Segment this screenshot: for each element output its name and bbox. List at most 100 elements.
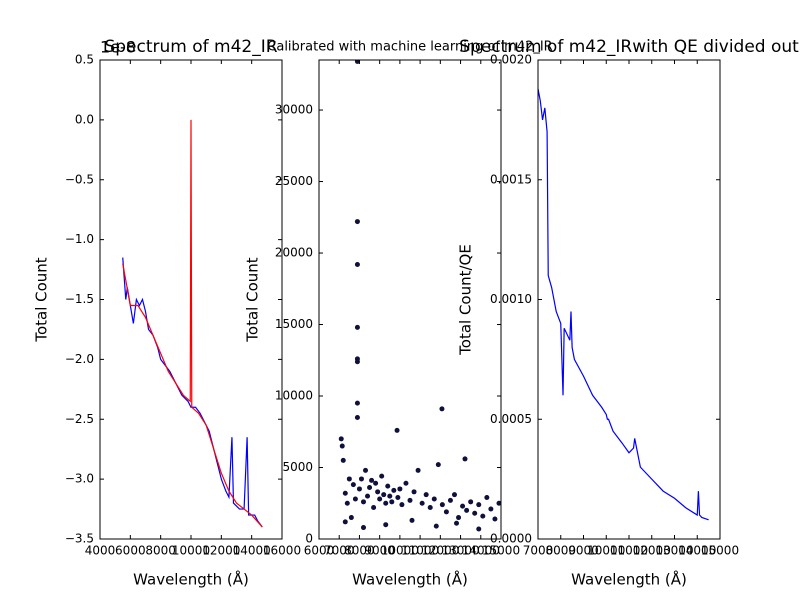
x-axis-label: Wavelength (Å) [133, 570, 249, 589]
y-tick-label: 25000 [275, 174, 313, 188]
line [538, 88, 709, 521]
point [377, 496, 383, 502]
point [397, 486, 403, 492]
x-tick-label: 11000 [401, 544, 439, 558]
x-tick-label: 8000 [545, 544, 576, 558]
y-tick-label: 10000 [275, 389, 313, 403]
y-tick-label: 0.0000 [490, 532, 532, 546]
point [379, 473, 385, 479]
point [431, 496, 437, 502]
point [433, 523, 439, 529]
point [338, 436, 344, 442]
point [369, 477, 375, 483]
y-axis-label: Total Count/QE [457, 244, 475, 356]
point [348, 515, 354, 521]
axes-frame [537, 59, 721, 540]
point [350, 482, 356, 488]
x-tick-label: 4000 [85, 544, 116, 558]
point [435, 462, 441, 468]
x-tick-label: 16000 [263, 544, 301, 558]
point [460, 503, 466, 509]
y-tick-label: 0.0010 [490, 292, 532, 306]
plot-area [538, 88, 709, 521]
y-tick-label: −1.0 [65, 232, 94, 246]
point [447, 497, 453, 503]
point [371, 505, 377, 511]
point [342, 490, 348, 496]
point [354, 60, 360, 64]
chart-title: Calibrated with machine learning of m42_… [267, 40, 552, 55]
y-tick-label: 15000 [275, 317, 313, 331]
point [391, 487, 397, 493]
point [360, 525, 366, 531]
point [342, 519, 348, 525]
point [484, 495, 490, 501]
point [354, 400, 360, 406]
point [365, 493, 371, 499]
point [395, 495, 401, 501]
y-tick-label: 5000 [282, 460, 313, 474]
point [496, 500, 501, 506]
y-tick-label: −3.0 [65, 472, 94, 486]
point [399, 502, 405, 508]
point [462, 456, 468, 462]
point [360, 499, 366, 505]
point [354, 414, 360, 420]
point [407, 497, 413, 503]
point [387, 493, 393, 499]
point [451, 492, 457, 498]
x-tick-label: 9000 [364, 544, 395, 558]
point [358, 476, 364, 482]
point [419, 500, 425, 506]
subplot: 6000700080009000100001100012000130001400… [244, 40, 553, 589]
x-tick-label: 6000 [304, 544, 335, 558]
point [409, 517, 415, 523]
y-tick-label: 30000 [275, 103, 313, 117]
x-tick-label: 8000 [344, 544, 375, 558]
x-tick-label: 10000 [172, 544, 210, 558]
point [339, 443, 345, 449]
x-tick-label: 10000 [587, 544, 625, 558]
x-tick-label: 6000 [115, 544, 146, 558]
point [344, 500, 350, 506]
y-tick-label: 0.0015 [490, 172, 532, 186]
x-tick-label: 12000 [421, 544, 459, 558]
point [488, 506, 494, 512]
y-tick-label: 0.0020 [490, 53, 532, 67]
point [383, 522, 389, 528]
point [346, 476, 352, 482]
point [375, 489, 381, 495]
point [439, 406, 445, 412]
point [373, 480, 379, 486]
y-tick-label: 20000 [275, 246, 313, 260]
chart-title: Spectrum of m42_IRwith QE divided out [459, 37, 799, 57]
y-tick-label: −1.5 [65, 292, 94, 306]
y-tick-label: −2.5 [65, 412, 94, 426]
line [122, 257, 263, 528]
point [367, 485, 373, 491]
x-tick-label: 11000 [610, 544, 648, 558]
y-tick-label: 0.0005 [490, 412, 532, 426]
point [480, 513, 486, 519]
point [492, 516, 498, 522]
x-tick-label: 7000 [324, 544, 355, 558]
x-tick-label: 7000 [523, 544, 554, 558]
point [354, 359, 360, 365]
x-tick-label: 8000 [145, 544, 176, 558]
point [340, 457, 346, 463]
point [363, 467, 369, 473]
point [468, 499, 474, 505]
point [354, 261, 360, 267]
point [394, 427, 400, 433]
x-axis-label: Wavelength (Å) [571, 570, 687, 589]
point [381, 492, 387, 498]
x-tick-label: 14000 [462, 544, 500, 558]
point [427, 505, 433, 511]
point [389, 499, 395, 505]
plot-area [122, 119, 263, 528]
x-tick-label: 14000 [678, 544, 716, 558]
point [476, 526, 482, 532]
x-tick-label: 13000 [655, 544, 693, 558]
point [354, 219, 360, 225]
